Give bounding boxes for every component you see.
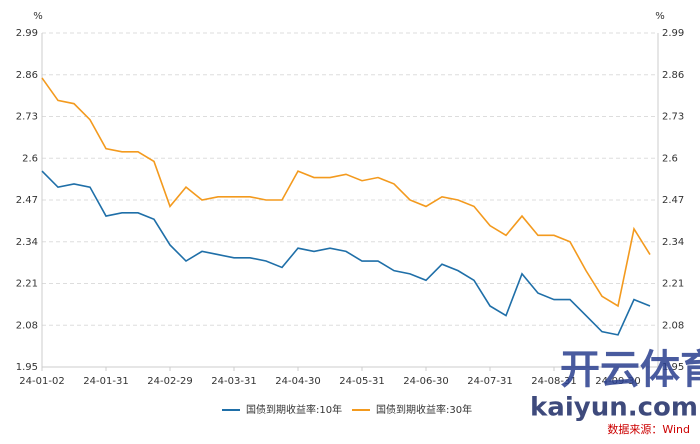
y-tick-label: 2.73 [16, 112, 38, 123]
x-tick-label: 24-02-29 [147, 376, 192, 387]
y-tick-label: 2.47 [16, 195, 38, 206]
y2-tick-label: 2.21 [662, 279, 684, 290]
watermark: 开云体育 [560, 347, 700, 393]
x-tick-label: 24-08-31 [531, 376, 576, 387]
y2-tick-label: 2.47 [662, 195, 684, 206]
y2-tick-label: 2.86 [662, 70, 684, 81]
y2-tick-label: 2.08 [662, 320, 684, 331]
series-line [41, 170, 651, 336]
y2-tick-label: 2.34 [662, 237, 684, 248]
y-tick-label: 1.95 [16, 362, 38, 373]
x-tick-label: 24-01-02 [19, 376, 64, 387]
legend-label: 国债到期收益率:10年 [246, 403, 342, 416]
y-unit: % [33, 11, 43, 22]
watermark: kaiyun.com [530, 393, 698, 423]
x-tick-label: 24-01-31 [83, 376, 128, 387]
x-tick-label: 24-05-31 [339, 376, 384, 387]
x-tick-label: 24-09-30 [595, 376, 640, 387]
source: 数据来源：Wind [607, 422, 690, 436]
y-tick-label: 2.34 [16, 237, 38, 248]
y2-tick-label: 2.99 [662, 28, 684, 39]
y2-tick-label: 1.95 [662, 362, 684, 373]
x-tick-label: 24-07-31 [467, 376, 512, 387]
x-tick-label: 24-06-30 [403, 376, 448, 387]
x-tick-label: 24-04-30 [275, 376, 320, 387]
y-tick-label: 2.21 [16, 279, 38, 290]
y2-unit: % [655, 11, 665, 22]
y-tick-label: 2.99 [16, 28, 38, 39]
legend-label: 国债到期收益率:30年 [376, 403, 472, 416]
y-tick-label: 2.86 [16, 70, 38, 81]
y-tick-label: 2.08 [16, 320, 38, 331]
x-tick-label: 24-03-31 [211, 376, 256, 387]
series-line [41, 77, 651, 308]
y2-tick-label: 2.73 [662, 112, 684, 123]
y2-tick-label: 2.6 [662, 153, 678, 164]
y-tick-label: 2.6 [22, 153, 38, 164]
plot: 1.95 1.95 2.08 2.08 2.21 2.21 2.34 2.34 2.47 2.47… [16, 28, 685, 416]
